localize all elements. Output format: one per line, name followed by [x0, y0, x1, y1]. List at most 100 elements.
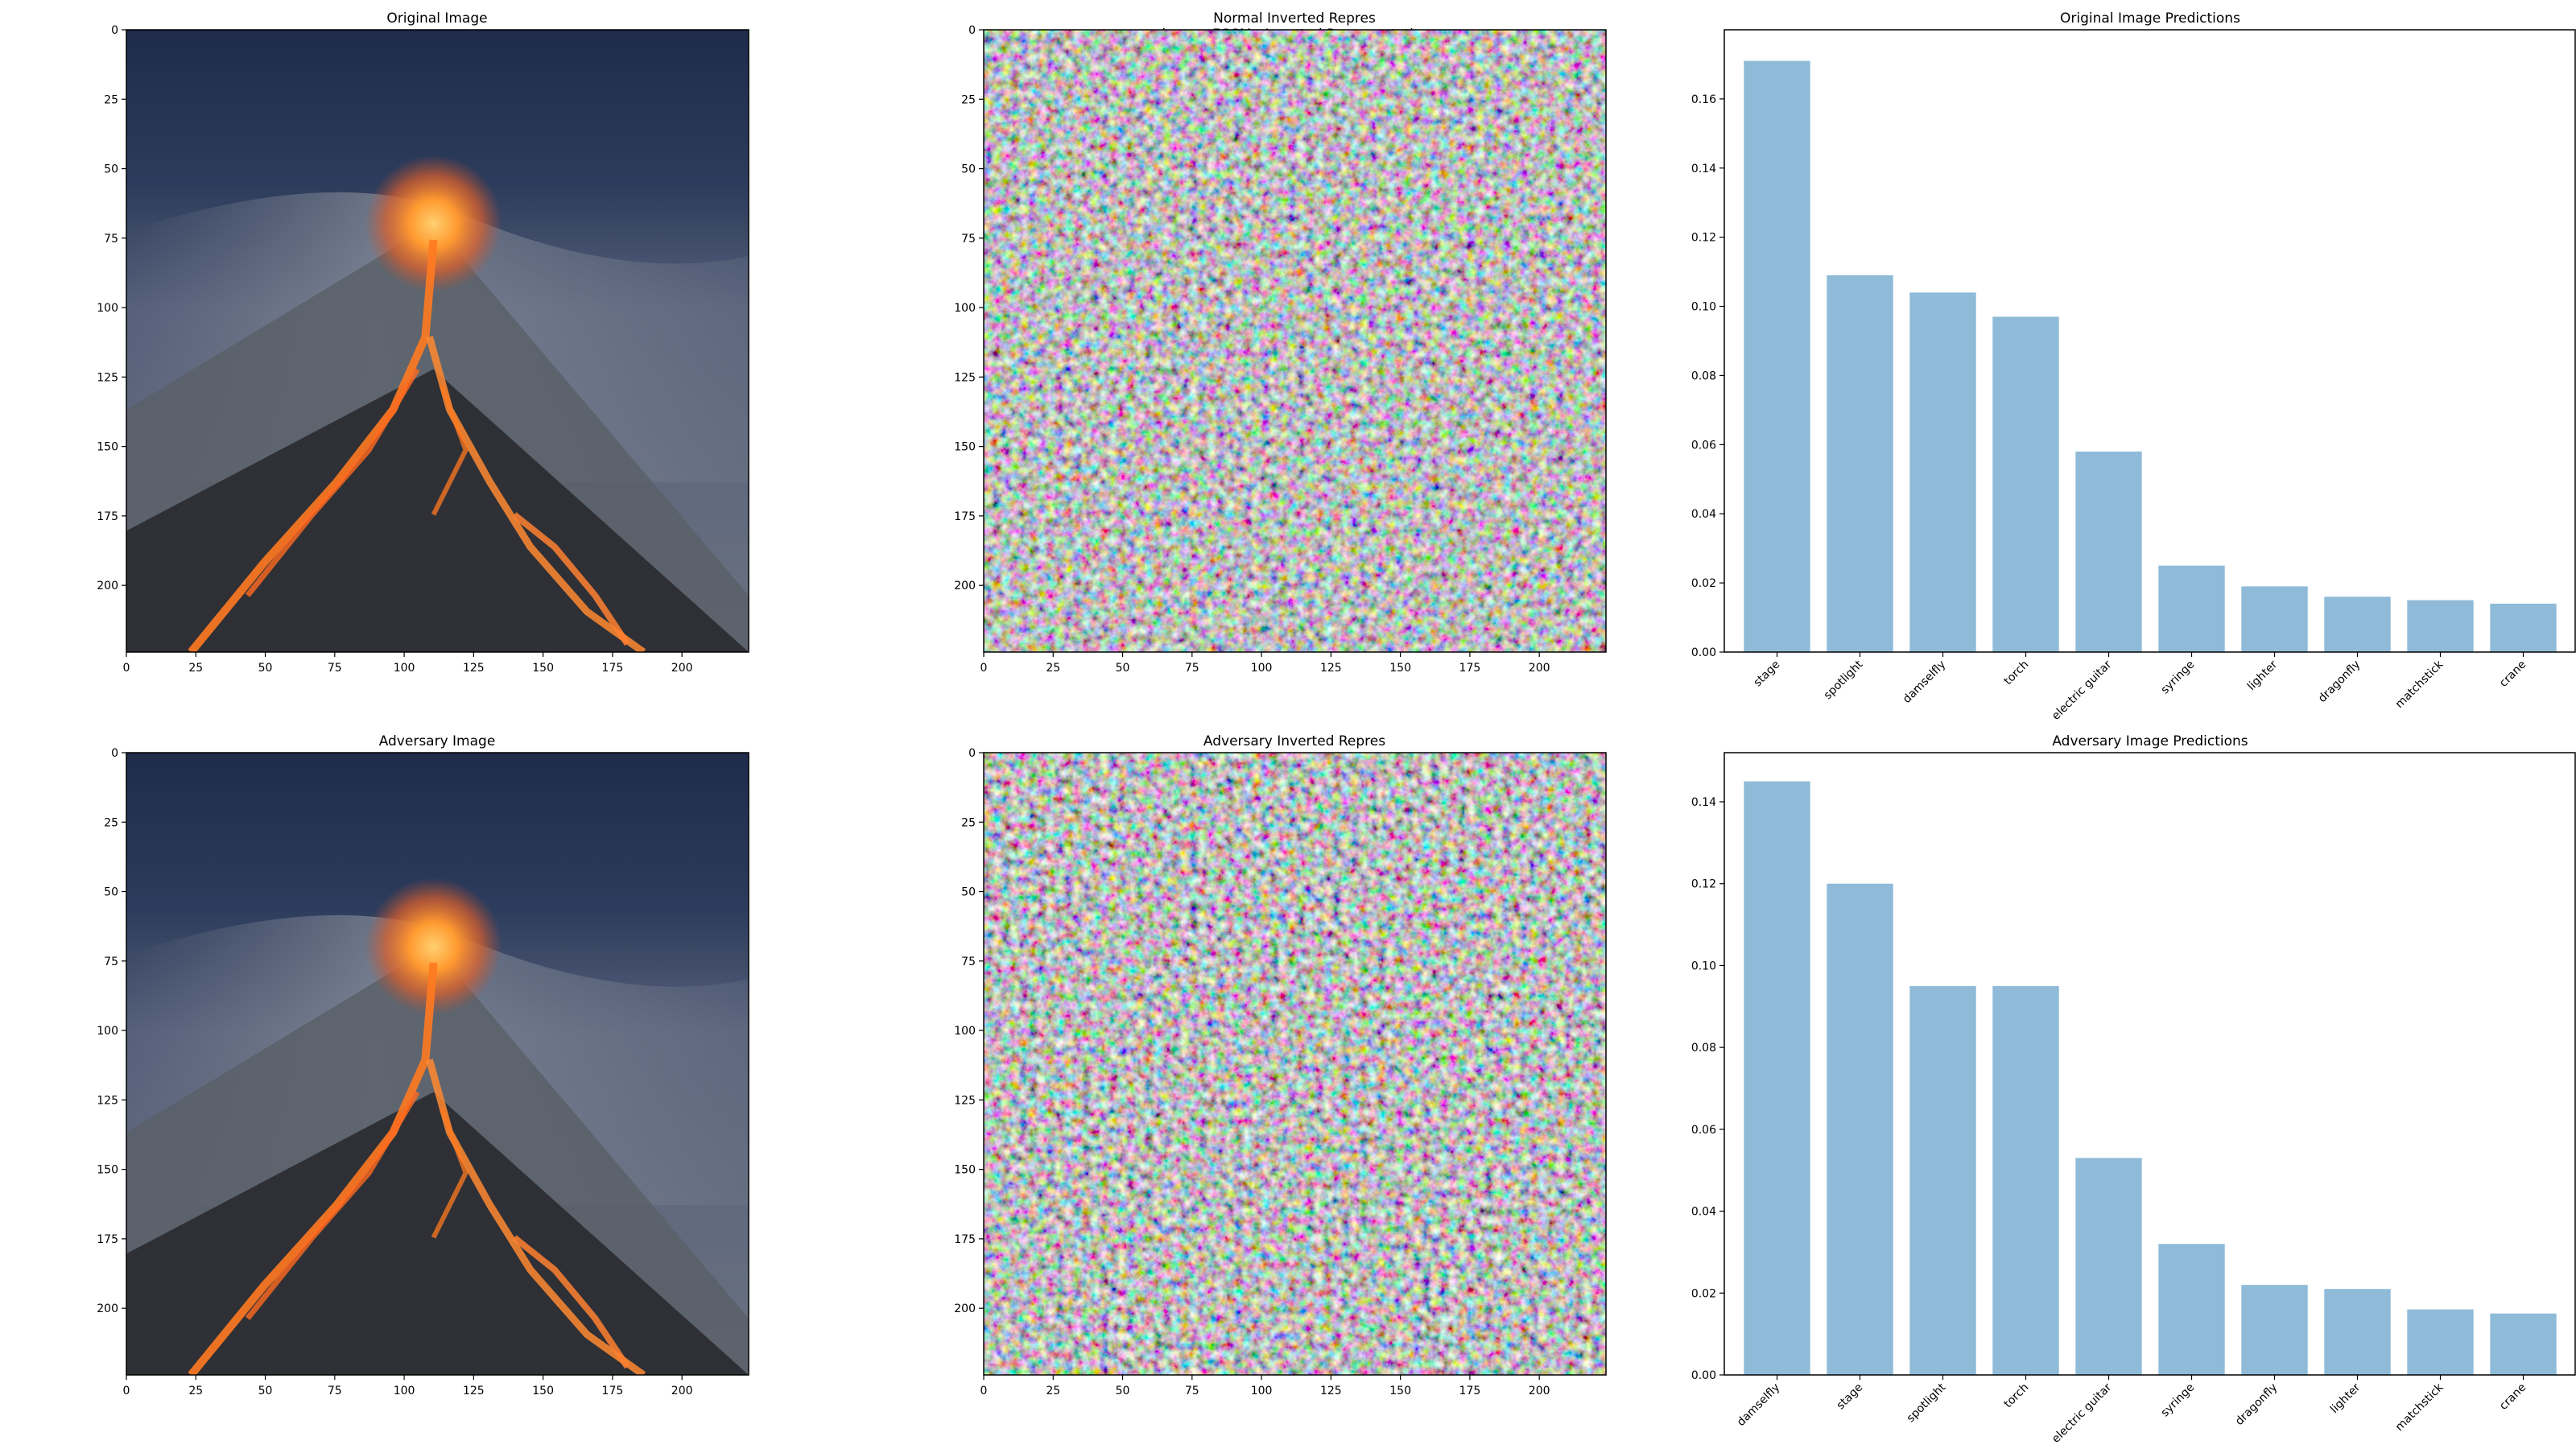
- category-label: torch: [2002, 658, 2032, 688]
- x-tick-label: 0: [123, 662, 130, 675]
- bar: [2075, 1158, 2141, 1375]
- y-tick-label: 0.04: [1691, 508, 1716, 521]
- x-tick-label: 100: [394, 662, 415, 675]
- bar: [1992, 316, 2058, 652]
- y-tick-label: 50: [961, 886, 976, 899]
- original-image-title: Original Image: [386, 10, 487, 27]
- category-label: lighter: [2245, 658, 2281, 693]
- bar: [1909, 986, 1975, 1375]
- x-tick-label: 200: [671, 662, 693, 675]
- category-label: lighter: [2328, 1381, 2363, 1416]
- x-tick-label: 25: [188, 1385, 203, 1397]
- x-tick-label: 100: [1251, 662, 1273, 675]
- y-tick-label: 0.14: [1691, 796, 1716, 809]
- normal-inverted-panel: Normal Inverted Repres 0 25 50 75 100 125 150 1…: [954, 10, 1606, 675]
- bar: [1744, 61, 1810, 652]
- y-tick-label: 175: [97, 1233, 118, 1246]
- category-label: spotlight: [1822, 658, 1866, 702]
- bar: [2490, 604, 2556, 652]
- bar: [1827, 884, 1893, 1375]
- y-tick-label: 25: [104, 816, 118, 829]
- bar: [2407, 601, 2473, 652]
- y-tick-label: 125: [954, 1094, 976, 1107]
- category-label: damselfly: [1901, 658, 1948, 706]
- x-tick-label: 175: [1459, 1385, 1481, 1397]
- y-tick-label: 200: [954, 1302, 976, 1315]
- x-tick-label: 75: [328, 1385, 342, 1397]
- y-tick-label: 50: [104, 163, 118, 176]
- y-tick-label: 175: [97, 510, 118, 523]
- x-tick-label: 50: [258, 1385, 273, 1397]
- adversary-inverted-title: Adversary Inverted Repres: [1203, 733, 1385, 749]
- x-tick-label: 150: [532, 1385, 554, 1397]
- x-tick-label: 25: [1046, 662, 1060, 675]
- x-tick-label: 0: [980, 1385, 988, 1397]
- category-label: spotlight: [1905, 1381, 1949, 1425]
- x-tick-label: 125: [1320, 1385, 1342, 1397]
- bar: [2407, 1310, 2473, 1375]
- y-tick-label: 0: [968, 747, 976, 760]
- x-tick-label: 125: [463, 662, 485, 675]
- y-tick-label: 150: [954, 1164, 976, 1177]
- y-tick-label: 0.00: [1691, 1369, 1716, 1382]
- bar: [2241, 1285, 2307, 1375]
- y-tick-label: 0.12: [1691, 878, 1716, 891]
- y-tick-label: 0.16: [1691, 93, 1716, 106]
- category-label: matchstick: [2393, 658, 2446, 711]
- category-label: matchstick: [2393, 1381, 2446, 1434]
- adversary-image: [126, 753, 749, 1375]
- bar: [2158, 566, 2224, 652]
- x-tick-label: 150: [1389, 662, 1411, 675]
- x-tick-label: 75: [1185, 662, 1199, 675]
- x-tick-label: 200: [1529, 662, 1550, 675]
- original-image: [126, 30, 749, 652]
- x-tick-label: 75: [328, 662, 342, 675]
- y-tick-label: 75: [104, 233, 118, 246]
- y-tick-label: 200: [97, 580, 118, 592]
- y-tick-label: 100: [954, 1025, 976, 1038]
- x-tick-label: 150: [532, 662, 554, 675]
- bar: [2158, 1244, 2224, 1375]
- y-tick-label: 0.06: [1691, 1124, 1716, 1137]
- normal-inverted-image: [984, 30, 1606, 652]
- y-tick-label: 100: [954, 302, 976, 315]
- y-tick-label: 75: [961, 233, 976, 246]
- y-tick-label: 25: [961, 816, 976, 829]
- normal-inverted-title: Normal Inverted Repres: [1213, 10, 1376, 27]
- y-tick-label: 175: [954, 510, 976, 523]
- category-label: electric guitar: [2050, 658, 2114, 722]
- y-tick-label: 0: [968, 24, 976, 37]
- x-tick-label: 50: [1116, 662, 1130, 675]
- y-tick-label: 150: [954, 441, 976, 454]
- y-tick-label: 0.10: [1691, 301, 1716, 314]
- y-tick-label: 175: [954, 1233, 976, 1246]
- bar: [2490, 1314, 2556, 1375]
- adversary-inverted-panel: Adversary Inverted Repres 0 25 50 75 100 125 1…: [954, 733, 1606, 1397]
- y-tick-label: 0.00: [1691, 646, 1716, 659]
- category-label: stage: [1835, 1381, 1866, 1413]
- y-tick-label: 25: [104, 93, 118, 106]
- x-tick-label: 100: [394, 1385, 415, 1397]
- bar: [2324, 1289, 2390, 1375]
- x-tick-label: 50: [1116, 1385, 1130, 1397]
- category-label: stage: [1752, 658, 1783, 690]
- y-tick-label: 0: [111, 747, 118, 760]
- y-tick-label: 0.10: [1691, 960, 1716, 972]
- category-label: dragonfly: [2316, 658, 2363, 705]
- y-tick-label: 200: [954, 580, 976, 592]
- adversary-image-title: Adversary Image: [379, 733, 496, 749]
- y-tick-label: 75: [961, 956, 976, 968]
- original-predictions-chart: Original Image Predictions stage spotlight…: [1691, 10, 2575, 723]
- bar: [1992, 986, 2058, 1375]
- y-tick-label: 0.08: [1691, 1042, 1716, 1055]
- x-tick-label: 75: [1185, 1385, 1199, 1397]
- adversary-inverted-image: [984, 753, 1606, 1375]
- x-tick-label: 0: [123, 1385, 130, 1397]
- x-tick-label: 50: [258, 662, 273, 675]
- category-label: dragonfly: [2233, 1381, 2280, 1428]
- x-tick-label: 125: [463, 1385, 485, 1397]
- bar: [2075, 452, 2141, 652]
- y-tick-label: 0.14: [1691, 163, 1716, 175]
- y-tick-label: 0.08: [1691, 369, 1716, 382]
